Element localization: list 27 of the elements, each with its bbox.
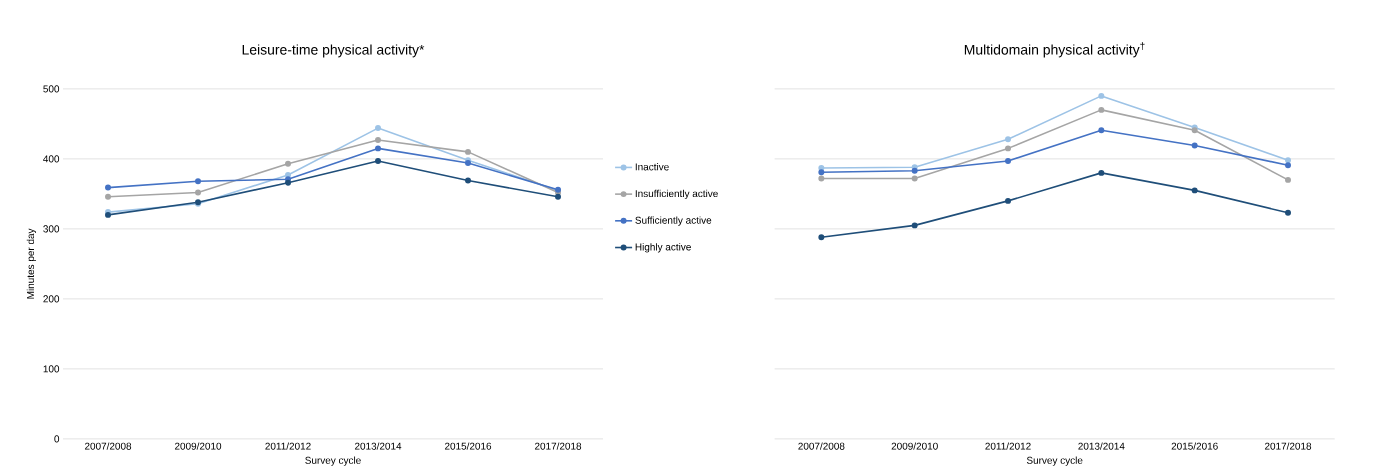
- x-tick-label: 2009/2010: [174, 442, 222, 450]
- x-tick-label: 2015/2016: [1171, 442, 1218, 450]
- y-tick-label: 200: [43, 295, 60, 303]
- x-tick-label: 2017/2018: [1264, 442, 1312, 450]
- chart-title: Leisure-time physical activity*: [242, 44, 425, 58]
- y-tick-label: 0: [54, 435, 60, 443]
- chart-title: Multidomain physical activity$^{†}$: [964, 42, 1145, 58]
- x-tick-label: 2013/2014: [354, 442, 402, 450]
- x-tick-label: 2011/2012: [265, 442, 311, 450]
- legend-label: Highly active: [635, 243, 691, 253]
- x-tick-label: 2015/2016: [444, 442, 492, 450]
- legend-label: Inactive: [635, 163, 669, 171]
- x-axis-title: Survey cycle: [1026, 456, 1083, 466]
- y-tick-label: 300: [43, 225, 60, 233]
- y-tick-label: 500: [43, 85, 60, 93]
- y-tick-label: 400: [43, 155, 60, 163]
- x-tick-label: 2007/2008: [798, 442, 845, 450]
- x-tick-label: 2013/2014: [1078, 442, 1125, 450]
- x-tick-label: 2017/2018: [534, 442, 582, 450]
- x-axis-title: Survey cycle: [305, 456, 361, 466]
- y-tick-label: 100: [43, 365, 60, 373]
- legend-label: Insufficiently active: [635, 189, 718, 200]
- x-tick-label: 2007/2008: [84, 442, 132, 450]
- x-tick-label: 2009/2010: [891, 442, 938, 450]
- x-tick-label: 2011/2012: [985, 442, 1031, 450]
- y-axis-title: Minutes per day: [26, 228, 37, 299]
- legend-label: Sufficiently active: [635, 216, 712, 226]
